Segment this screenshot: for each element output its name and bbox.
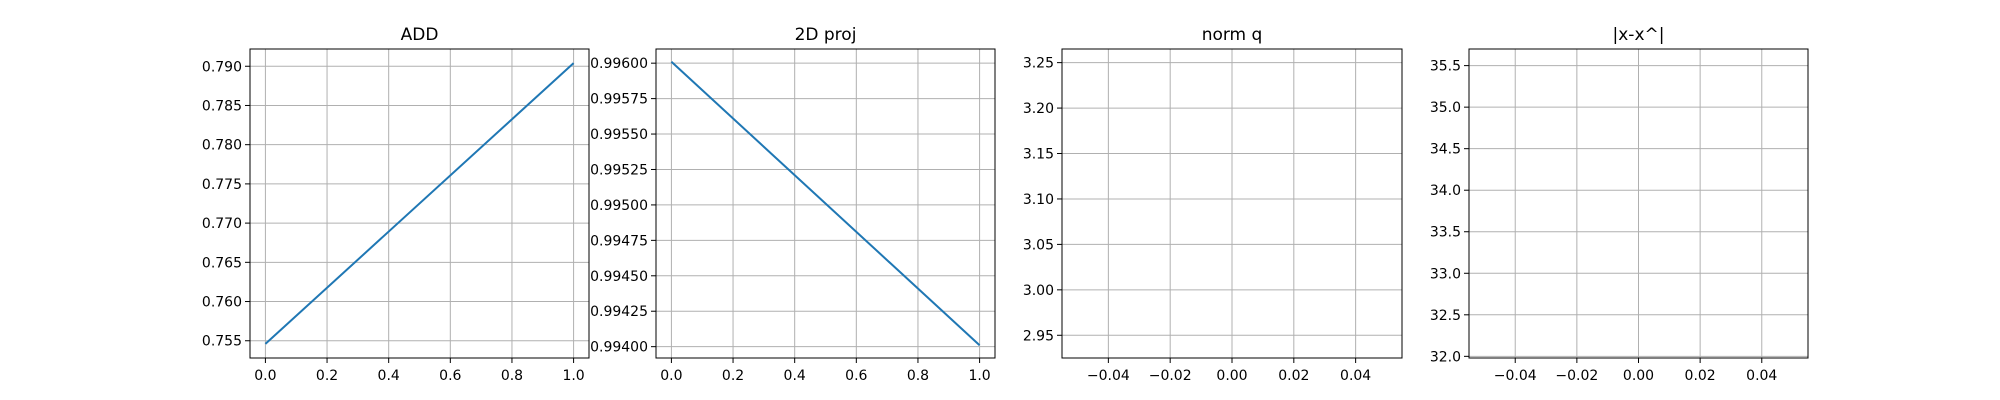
x-tick-label: −0.04 [1494,368,1537,384]
y-tick-label: 0.99600 [590,56,648,72]
y-tick-label: 0.790 [202,59,242,75]
y-tick-label: 35.0 [1430,100,1461,116]
x-tick-label: 0.6 [845,368,867,384]
chart-title: |x-x^| [1613,25,1665,45]
x-tick-label: 1.0 [562,368,584,384]
axes-frame [249,48,590,359]
y-tick-label: 0.99550 [590,127,648,143]
x-tick-label: 0.4 [784,368,806,384]
series-line-1 [670,61,981,346]
x-tick-label: 0.4 [378,368,400,384]
series-line-1 [264,62,575,345]
y-tick-label: 3.00 [1023,283,1054,299]
x-tick-label: 0.04 [1340,368,1371,384]
y-tick-label: 0.99500 [590,198,648,214]
y-tick-label: 3.10 [1023,192,1054,208]
x-tick-label: 0.2 [722,368,744,384]
y-tick-label: 0.99525 [590,162,648,178]
x-tick-label: 0.00 [1216,368,1247,384]
x-tick-label: 0.6 [439,368,461,384]
y-tick-label: 2.95 [1023,328,1054,344]
subplot-1: 0.0 0.2 0.4 0.6 0.8 1.0 0.755 0.760 0.765 0.770 0.… [202,25,590,384]
y-tick-label: 34.5 [1430,142,1461,158]
y-tick-label: 33.0 [1430,266,1461,282]
y-tick-label: 32.0 [1430,349,1461,365]
y-tick-label: 0.775 [202,177,242,193]
y-tick-label: 0.755 [202,334,242,350]
y-tick-label: 3.05 [1023,237,1054,253]
x-tick-label: 0.8 [907,368,929,384]
x-tick-label: 0.0 [660,368,682,384]
y-tick-label: 0.765 [202,255,242,271]
x-tick-label: 1.0 [968,368,990,384]
x-tick-label: 0.02 [1278,368,1309,384]
y-tick-label: 0.785 [202,98,242,114]
x-tick-label: 0.2 [316,368,338,384]
y-tick-label: 3.20 [1023,101,1054,117]
x-tick-label: 0.02 [1685,368,1716,384]
y-tick-label: 0.99425 [590,304,648,320]
subplot-2: 0.0 0.2 0.4 0.6 0.8 1.0 0.99400 0.99425 0.99450 0… [590,25,996,384]
y-tick-label: 3.15 [1023,147,1054,163]
x-tick-label: 0.8 [501,368,523,384]
x-tick-label: 0.00 [1623,368,1654,384]
x-tick-label: 0.04 [1746,368,1777,384]
subplot-3: −0.04 −0.02 0.00 0.02 0.04 2.95 3.00 3.05 3.10 3.… [1023,25,1403,384]
x-tick-label: −0.04 [1087,368,1130,384]
axes-frame [655,48,996,359]
subplot-4: −0.04 −0.02 0.00 0.02 0.04 32.0 32.5 33.0 33.5 34… [1430,25,1809,384]
y-tick-label: 33.5 [1430,225,1461,241]
y-tick-label: 0.770 [202,216,242,232]
chart-title: 2D proj [795,25,857,45]
y-tick-label: 0.760 [202,295,242,311]
y-tick-label: 0.99400 [590,340,648,356]
y-tick-label: 35.5 [1430,59,1461,75]
chart-title: ADD [401,25,439,45]
chart-title: norm q [1202,25,1263,45]
x-tick-label: −0.02 [1149,368,1192,384]
y-tick-label: 3.25 [1023,56,1054,72]
x-tick-label: −0.02 [1555,368,1598,384]
y-tick-label: 0.99450 [590,269,648,285]
y-tick-label: 0.780 [202,138,242,154]
x-tick-label: 0.0 [254,368,276,384]
y-tick-label: 34.0 [1430,183,1461,199]
y-tick-label: 0.99575 [590,92,648,108]
y-tick-label: 0.99475 [590,233,648,249]
y-tick-label: 32.5 [1430,308,1461,324]
